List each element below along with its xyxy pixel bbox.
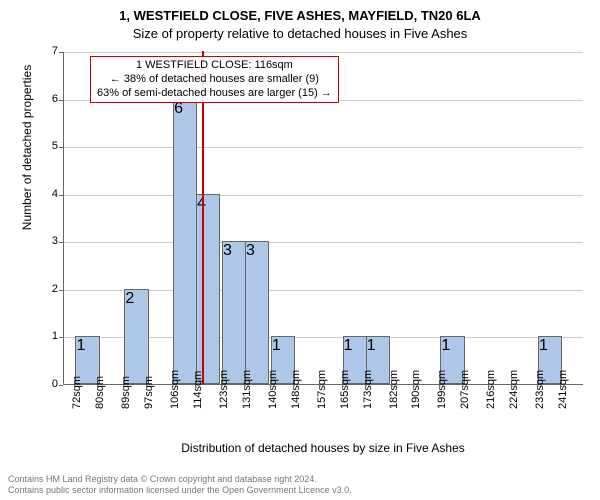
ytick-label: 7 — [38, 45, 58, 57]
xtick-label: 157sqm — [316, 403, 328, 409]
xtick-label: 131sqm — [241, 403, 253, 409]
xtick-label: 72sqm — [71, 403, 83, 409]
histogram-bar: 4 — [196, 194, 220, 384]
ytick-label: 6 — [38, 93, 58, 105]
xtick-mark — [270, 385, 271, 389]
footer-line-2: Contains public sector information licen… — [8, 485, 352, 496]
ytick-mark — [59, 195, 63, 196]
xtick-mark — [342, 385, 343, 389]
ytick-label: 3 — [38, 235, 58, 247]
footer-attribution: Contains HM Land Registry data © Crown c… — [8, 474, 352, 496]
annotation-box: 1 WESTFIELD CLOSE: 116sqm← 38% of detach… — [90, 56, 339, 103]
ytick-mark — [59, 147, 63, 148]
xtick-label: 173sqm — [362, 403, 374, 409]
xtick-mark — [172, 385, 173, 389]
xtick-mark — [221, 385, 222, 389]
xtick-mark — [413, 385, 414, 389]
gridline-y — [64, 195, 583, 196]
ytick-mark — [59, 337, 63, 338]
ytick-label: 1 — [38, 330, 58, 342]
xtick-mark — [462, 385, 463, 389]
ytick-label: 2 — [38, 283, 58, 295]
gridline-y — [64, 242, 583, 243]
ytick-label: 4 — [38, 188, 58, 200]
xtick-label: 216sqm — [485, 403, 497, 409]
annotation-line: 1 WESTFIELD CLOSE: 116sqm — [97, 59, 332, 73]
ytick-label: 5 — [38, 140, 58, 152]
xtick-mark — [146, 385, 147, 389]
xtick-mark — [439, 385, 440, 389]
xtick-mark — [244, 385, 245, 389]
gridline-y — [64, 52, 583, 53]
xtick-label: 165sqm — [339, 403, 351, 409]
ytick-mark — [59, 52, 63, 53]
y-axis-label: Number of detached properties — [20, 0, 34, 314]
xtick-label: 190sqm — [410, 403, 422, 409]
annotation-line: 63% of semi-detached houses are larger (… — [97, 87, 332, 101]
xtick-label: 182sqm — [388, 403, 400, 409]
xtick-mark — [319, 385, 320, 389]
histogram-bar: 3 — [222, 241, 246, 384]
xtick-mark — [293, 385, 294, 389]
annotation-line: ← 38% of detached houses are smaller (9) — [97, 73, 332, 87]
xtick-mark — [391, 385, 392, 389]
footer-line-1: Contains HM Land Registry data © Crown c… — [8, 474, 352, 485]
xtick-mark — [97, 385, 98, 389]
xtick-mark — [560, 385, 561, 389]
xtick-mark — [488, 385, 489, 389]
xtick-mark — [511, 385, 512, 389]
ytick-mark — [59, 242, 63, 243]
histogram-bar: 3 — [245, 241, 269, 384]
xtick-label: 106sqm — [169, 403, 181, 409]
xtick-mark — [365, 385, 366, 389]
xtick-label: 89sqm — [120, 403, 132, 409]
xtick-label: 97sqm — [143, 403, 155, 409]
xtick-mark — [74, 385, 75, 389]
ytick-mark — [59, 385, 63, 386]
xtick-label: 241sqm — [557, 403, 569, 409]
chart-title-2: Size of property relative to detached ho… — [0, 26, 600, 41]
ytick-mark — [59, 290, 63, 291]
histogram-bar: 2 — [124, 289, 148, 384]
histogram-bar: 6 — [173, 99, 197, 384]
xtick-mark — [537, 385, 538, 389]
xtick-label: 114sqm — [192, 403, 204, 409]
xtick-label: 207sqm — [459, 403, 471, 409]
chart-title-1: 1, WESTFIELD CLOSE, FIVE ASHES, MAYFIELD… — [0, 8, 600, 23]
xtick-label: 140sqm — [267, 403, 279, 409]
xtick-label: 233sqm — [534, 403, 546, 409]
xtick-mark — [195, 385, 196, 389]
ytick-label: 0 — [38, 378, 58, 390]
xtick-label: 224sqm — [508, 403, 520, 409]
xtick-label: 123sqm — [218, 403, 230, 409]
x-axis-label: Distribution of detached houses by size … — [63, 441, 583, 455]
xtick-label: 199sqm — [436, 403, 448, 409]
xtick-label: 80sqm — [94, 403, 106, 409]
xtick-mark — [123, 385, 124, 389]
ytick-mark — [59, 100, 63, 101]
xtick-label: 148sqm — [290, 403, 302, 409]
gridline-y — [64, 147, 583, 148]
